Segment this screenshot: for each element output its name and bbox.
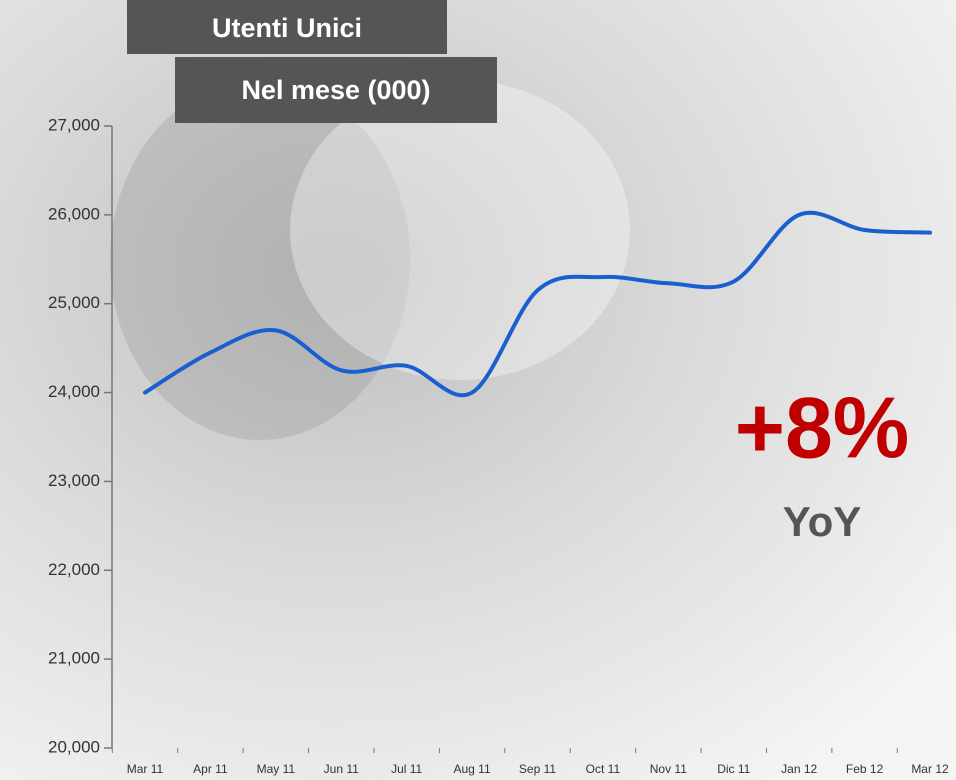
chart-title: Utenti Unici	[212, 13, 362, 43]
y-tick-label: 25,000	[48, 293, 100, 312]
x-tick-label: Mar 12	[911, 762, 949, 776]
annotation: +8%	[735, 381, 910, 477]
subtitle-box	[175, 57, 497, 123]
y-tick-label: 21,000	[48, 649, 100, 668]
series-line	[143, 210, 932, 397]
x-tick-label: Oct 11	[586, 762, 621, 776]
y-tick-label: 20,000	[48, 737, 100, 756]
x-tick-label: Aug 11	[454, 762, 491, 776]
y-tick-label: 24,000	[48, 382, 100, 401]
x-tick-label: Dic 11	[717, 762, 750, 776]
title-box	[127, 0, 447, 54]
x-tick-label: Mar 11	[127, 762, 164, 776]
x-tick-label: Feb 12	[846, 762, 884, 776]
x-tick-label: Apr 11	[193, 762, 228, 776]
x-tick-label: Nov 11	[650, 762, 687, 776]
annotation: YoY	[783, 498, 862, 545]
photo-shade	[110, 80, 410, 440]
y-tick-label: 22,000	[48, 560, 100, 579]
x-tick-label: Jun 11	[324, 762, 359, 776]
photo-shade	[290, 80, 630, 380]
y-tick-label: 26,000	[48, 204, 100, 223]
x-tick-label: May 11	[257, 762, 296, 776]
x-tick-label: Jul 11	[391, 762, 422, 776]
x-tick-label: Jan 12	[781, 762, 817, 776]
y-tick-label: 27,000	[48, 115, 100, 134]
chart-subtitle: Nel mese (000)	[241, 75, 430, 105]
y-tick-label: 23,000	[48, 471, 100, 490]
x-tick-label: Sep 11	[519, 762, 556, 776]
